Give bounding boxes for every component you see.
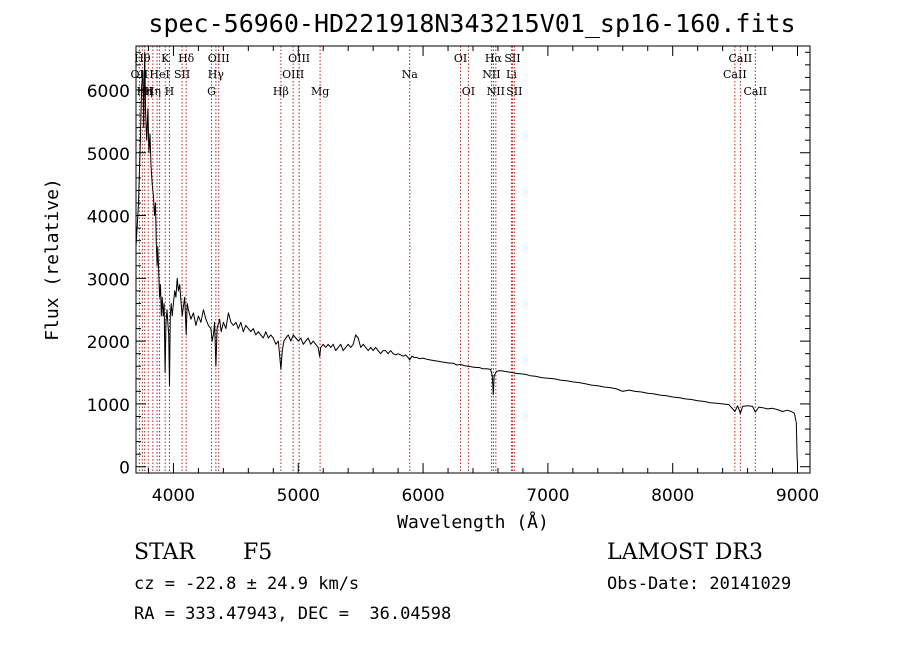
line-marker-label: Hη	[137, 85, 153, 98]
line-marker-label: Hγ	[208, 68, 225, 81]
line-marker-label: H	[165, 85, 175, 98]
line-marker-label: NII	[482, 68, 500, 81]
line-marker-label: OIII	[208, 52, 230, 65]
line-marker-label: Hα	[485, 52, 503, 65]
line-marker-label: OIII	[288, 52, 310, 65]
x-tick-label: 4000	[152, 486, 195, 506]
sky-coordinates: RA = 333.47943, DEC = 36.04598	[134, 604, 452, 624]
y-tick-label: 0	[119, 459, 130, 479]
x-axis-label: Wavelength (Å)	[397, 511, 549, 533]
line-marker-label: K	[161, 52, 170, 65]
y-tick-label: 5000	[87, 145, 130, 165]
line-marker-label: Hβ	[273, 85, 289, 98]
emission-line-labels: OIIHθHηHHηHeIKHSIIHδGHγOIIIHβOIIIOIIIMgN…	[131, 52, 768, 98]
plot-frame	[135, 45, 811, 474]
line-marker-label: Li	[506, 68, 517, 81]
line-marker-label: NII	[487, 85, 505, 98]
line-marker-label: CaII	[729, 52, 753, 65]
y-tick-label: 2000	[87, 333, 130, 353]
line-marker-label: OI	[462, 85, 475, 98]
line-marker-label: HeI	[149, 68, 169, 81]
line-marker-label: CaII	[723, 68, 747, 81]
line-marker-label: Hδ	[178, 52, 195, 65]
redshift-velocity: cz = -22.8 ± 24.9 km/s	[134, 574, 360, 594]
object-class: STAR	[134, 540, 195, 565]
x-tick-label: 5000	[277, 486, 320, 506]
y-axis-label: Flux (relative)	[42, 178, 63, 341]
line-marker-label: H	[143, 85, 153, 98]
y-tick-label: 1000	[87, 396, 130, 416]
line-marker-label: OIII	[282, 68, 304, 81]
line-marker-label: Na	[402, 68, 419, 81]
y-tick-label: 6000	[87, 82, 130, 102]
x-tick-label: 8000	[651, 486, 694, 506]
line-marker-label: SII	[504, 52, 520, 65]
emission-line-markers	[138, 46, 756, 473]
line-marker-label: OII	[131, 68, 149, 81]
x-tick-label: 7000	[526, 486, 569, 506]
chart-title: spec-56960-HD221918N343215V01_sp16-160.f…	[148, 9, 795, 38]
line-marker-label: SII	[506, 85, 522, 98]
x-tick-label: 6000	[401, 486, 444, 506]
observation-date: Obs-Date: 20141029	[607, 574, 792, 594]
line-marker-label: Hθ	[134, 52, 151, 65]
flux-line	[135, 51, 798, 464]
axis-ticks: 4000 5000 6000 7000 8000 9000 0 1000 2000 3000 400…	[87, 46, 819, 506]
line-marker-label: Hη	[145, 85, 161, 98]
y-tick-label: 4000	[87, 208, 130, 228]
object-subclass: F5	[243, 540, 273, 565]
line-marker-label: OI	[454, 52, 467, 65]
y-tick-label: 3000	[87, 270, 130, 290]
line-marker-label: G	[207, 85, 216, 98]
x-tick-label: 9000	[776, 486, 819, 506]
flux-series	[135, 51, 798, 464]
line-marker-label: CaII	[743, 85, 767, 98]
line-marker-label: Mg	[311, 85, 329, 98]
line-marker-label: SII	[174, 68, 190, 81]
survey-name: LAMOST DR3	[607, 540, 763, 565]
